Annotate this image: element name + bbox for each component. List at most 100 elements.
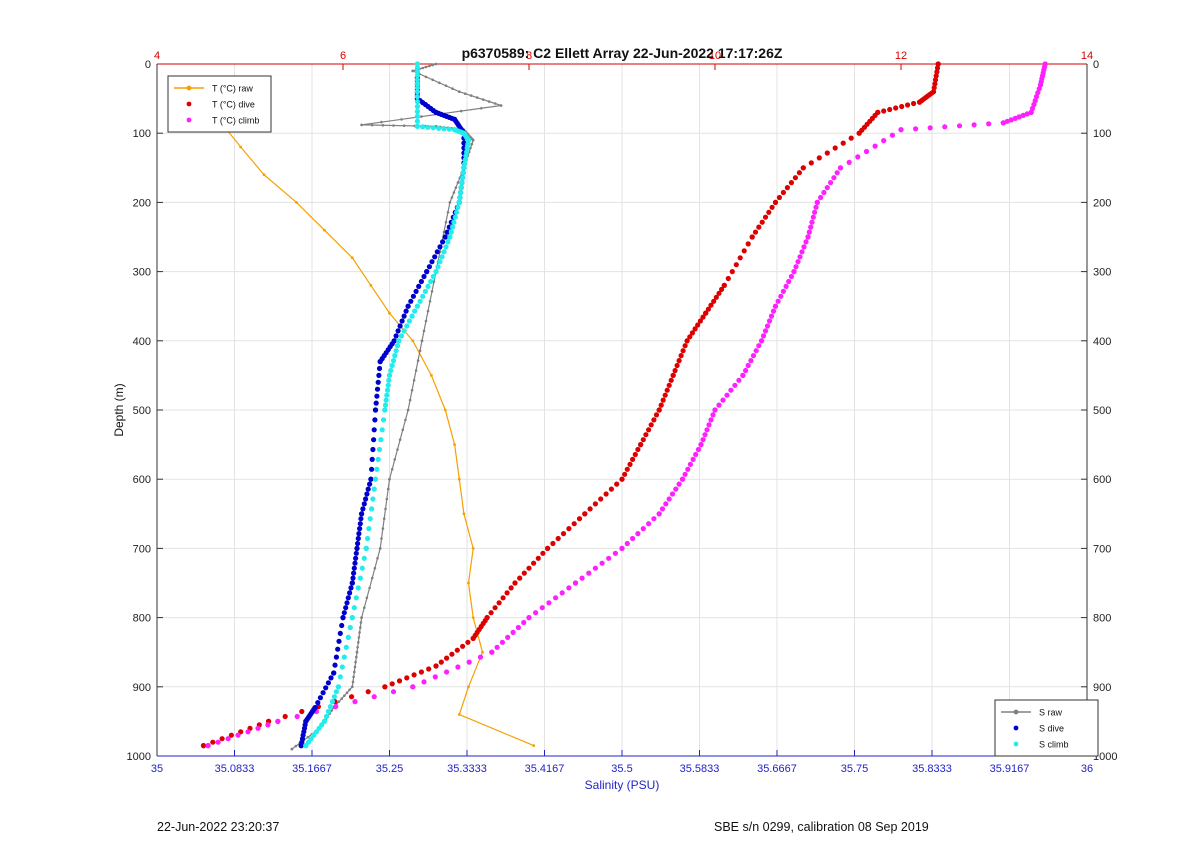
data-point	[294, 713, 300, 720]
data-point	[370, 446, 376, 453]
data-point	[402, 124, 406, 127]
data-point	[357, 521, 363, 527]
legend-marker	[186, 85, 192, 91]
data-point	[351, 565, 357, 571]
x-bottom-tick-label: 35.9167	[990, 763, 1030, 775]
data-point	[893, 105, 899, 111]
data-point	[404, 323, 410, 329]
data-point	[531, 560, 537, 566]
data-point	[401, 313, 407, 319]
data-point	[446, 211, 450, 214]
data-point	[828, 180, 834, 186]
x-bottom-tick-label: 35	[151, 763, 163, 775]
data-point	[725, 275, 731, 282]
data-point	[770, 308, 777, 314]
data-point	[467, 581, 470, 585]
data-point	[308, 736, 314, 742]
data-point	[421, 679, 427, 685]
data-point	[653, 412, 660, 418]
data-point	[614, 481, 620, 487]
data-point	[818, 194, 824, 201]
data-point	[673, 486, 679, 492]
data-point	[431, 63, 435, 67]
data-point	[545, 545, 551, 552]
data-point	[471, 547, 475, 550]
data-point	[469, 146, 472, 150]
data-point	[799, 249, 805, 255]
data-point	[315, 700, 321, 706]
data-point	[1000, 120, 1006, 126]
data-point	[444, 229, 450, 235]
data-point	[442, 234, 448, 240]
data-point	[424, 269, 430, 275]
y-tick-label-right: 500	[1093, 405, 1111, 417]
data-point	[385, 382, 391, 388]
data-point	[772, 199, 779, 205]
data-point	[759, 219, 765, 225]
data-point	[294, 744, 298, 748]
data-point	[340, 697, 344, 700]
data-point	[374, 386, 381, 392]
data-point	[566, 526, 572, 532]
data-point	[420, 124, 426, 130]
legend-label: T (°C) climb	[212, 116, 259, 126]
data-point	[359, 626, 362, 629]
data-point	[428, 300, 432, 303]
data-point	[416, 359, 420, 362]
data-point	[465, 639, 471, 645]
data-point	[676, 358, 682, 364]
data-point	[684, 338, 690, 344]
data-point	[700, 314, 706, 320]
data-point	[559, 590, 565, 596]
data-point	[760, 333, 767, 339]
data-point	[336, 638, 342, 644]
data-point	[356, 531, 362, 537]
data-point	[408, 398, 412, 402]
data-point	[357, 636, 361, 639]
data-point	[464, 145, 470, 151]
data-point	[784, 185, 791, 191]
data-point	[411, 672, 417, 678]
x-bottom-tick-label: 35.1667	[292, 763, 332, 775]
data-point	[484, 615, 490, 621]
data-point	[430, 290, 434, 293]
data-point	[414, 85, 420, 91]
data-point	[411, 339, 415, 343]
data-point	[329, 699, 335, 705]
data-point	[704, 427, 710, 433]
data-point	[566, 585, 572, 591]
data-point	[796, 170, 803, 176]
legend-label: T (°C) raw	[212, 84, 253, 94]
data-point	[463, 153, 469, 159]
data-point	[603, 491, 609, 497]
data-point	[444, 220, 448, 224]
data-point	[443, 244, 449, 250]
data-point	[875, 109, 881, 115]
data-point	[848, 135, 854, 141]
x-bottom-tick-label: 35.75	[841, 763, 869, 775]
x-top-tick-label: 12	[895, 50, 907, 62]
data-point	[369, 284, 373, 287]
data-point	[373, 566, 377, 570]
data-point	[635, 531, 641, 537]
data-point	[456, 181, 460, 184]
data-point	[831, 175, 837, 181]
data-point	[1012, 115, 1018, 121]
data-point	[442, 230, 446, 234]
data-point	[776, 194, 783, 201]
data-point	[399, 318, 405, 324]
data-point	[215, 739, 221, 745]
data-point	[576, 516, 583, 522]
data-point	[323, 685, 329, 691]
data-point	[331, 670, 337, 676]
data-point	[659, 506, 666, 512]
data-point	[662, 392, 668, 398]
data-point	[363, 606, 366, 609]
data-point	[750, 353, 757, 359]
data-point	[679, 476, 686, 482]
data-point	[401, 328, 407, 334]
data-point	[325, 708, 331, 715]
data-point	[462, 161, 468, 167]
data-point	[414, 94, 420, 100]
data-point	[712, 407, 718, 413]
